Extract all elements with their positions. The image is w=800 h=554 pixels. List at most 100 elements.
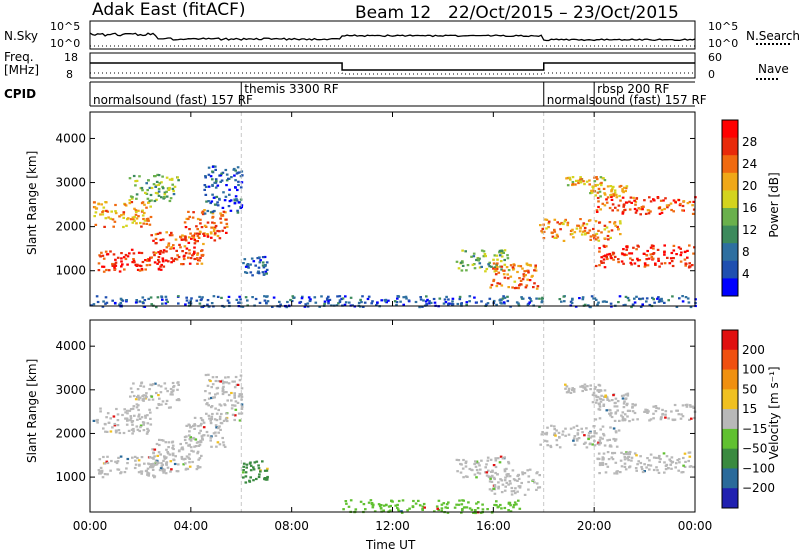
heatmap-cell (683, 258, 687, 261)
heatmap-cell (610, 412, 613, 415)
heatmap-cell (175, 249, 178, 252)
heatmap-cell (131, 407, 135, 410)
heatmap-cell (663, 471, 666, 474)
heatmap-cell (657, 259, 660, 262)
heatmap-cell (162, 265, 166, 268)
heatmap-cell (597, 452, 601, 455)
heatmap-cell (610, 456, 614, 459)
heatmap-cell (114, 429, 118, 432)
heatmap-cell (585, 180, 589, 183)
heatmap-cell (679, 247, 682, 250)
heatmap-cell (569, 178, 572, 181)
heatmap-cell (423, 506, 426, 509)
heatmap-cell (638, 297, 641, 300)
velocity-colorbar-label: Velocity [m s⁻¹] (767, 366, 781, 460)
heatmap-cell (157, 187, 161, 191)
heatmap-cell (464, 475, 468, 478)
heatmap-cell (328, 298, 332, 301)
heatmap-cell (160, 295, 163, 298)
heatmap-cell (572, 390, 576, 393)
heatmap-cell (584, 232, 587, 235)
heatmap-cell (490, 265, 493, 268)
heatmap-cell (183, 238, 187, 241)
heatmap-cell (378, 505, 382, 508)
heatmap-cell (107, 216, 110, 219)
heatmap-cell (667, 467, 670, 470)
heatmap-cell (442, 502, 446, 505)
heatmap-cell (336, 295, 339, 298)
heatmap-cell (154, 463, 157, 466)
heatmap-cell (503, 296, 507, 299)
heatmap-cell (227, 376, 230, 379)
heatmap-cell (633, 262, 637, 265)
heatmap-cell (162, 459, 165, 462)
heatmap-cell (135, 179, 139, 182)
heatmap-cell (645, 254, 649, 257)
heatmap-cell (236, 209, 239, 212)
heatmap-cell (271, 305, 274, 308)
heatmap-cell (613, 189, 617, 192)
heatmap-cell (135, 197, 138, 200)
heatmap-cell (667, 204, 671, 207)
heatmap-cell (360, 301, 363, 304)
heatmap-cell (105, 430, 109, 433)
heatmap-cell (122, 431, 126, 435)
heatmap-cell (591, 443, 594, 446)
heatmap-cell (540, 297, 544, 300)
heatmap-cell (619, 233, 622, 236)
heatmap-cell (158, 397, 161, 400)
heatmap-cell (124, 257, 128, 261)
heatmap-cell (485, 463, 488, 466)
heatmap-cell (262, 266, 266, 269)
heatmap-cell (147, 297, 150, 300)
heatmap-cell (210, 226, 213, 229)
heatmap-cell (196, 262, 199, 265)
heatmap-cell (225, 391, 228, 394)
heatmap-cell (532, 478, 535, 482)
heatmap-cell (206, 209, 210, 213)
heatmap-cell (687, 459, 690, 463)
heatmap-cell (496, 258, 499, 261)
heatmap-cell (342, 508, 345, 511)
colorbar-tick-label: 24 (742, 157, 757, 171)
heatmap-cell (177, 381, 180, 384)
heatmap-cell (106, 461, 110, 465)
heatmap-cell (118, 270, 122, 273)
heatmap-cell (590, 435, 594, 438)
heatmap-cell (569, 427, 573, 430)
heatmap-cell (206, 235, 210, 238)
heatmap-cell (156, 454, 159, 457)
heatmap-cell (626, 394, 630, 397)
heatmap-cell (369, 499, 373, 502)
heatmap-cell (116, 419, 120, 422)
heatmap-cell (159, 391, 163, 394)
heatmap-cell (495, 500, 498, 503)
noise-sky-trace (89, 32, 696, 42)
heatmap-cell (146, 473, 149, 476)
heatmap-cell (555, 443, 559, 447)
heatmap-cell (155, 198, 158, 201)
heatmap-cell (123, 471, 127, 474)
heatmap-cell (132, 405, 136, 408)
heatmap-cell (501, 297, 505, 300)
heatmap-cell (486, 302, 490, 305)
heatmap-cell (211, 165, 215, 168)
heatmap-cell (597, 301, 600, 304)
heatmap-cell (221, 229, 224, 232)
cpid-segment-label: themis 3300 RF (244, 82, 338, 96)
heatmap-cell (194, 445, 198, 448)
y-tick-label: 2000 (55, 220, 86, 234)
heatmap-cell (177, 463, 180, 466)
heatmap-cell (183, 438, 187, 442)
heatmap-cell (140, 381, 144, 384)
heatmap-cell (163, 456, 166, 459)
heatmap-cell (433, 301, 437, 304)
heatmap-cell (265, 469, 269, 472)
heatmap-cell (472, 511, 475, 514)
heatmap-cell (157, 183, 160, 186)
heatmap-cell (496, 282, 499, 285)
heatmap-cell (662, 452, 666, 455)
heatmap-cell (499, 503, 502, 507)
heatmap-cell (239, 298, 242, 301)
heatmap-cell (601, 202, 605, 205)
